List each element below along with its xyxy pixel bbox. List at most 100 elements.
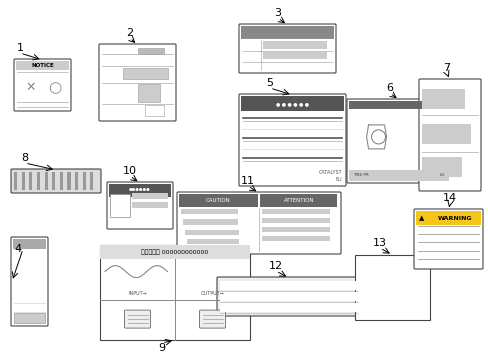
Bar <box>421 89 464 109</box>
Bar <box>63 172 66 190</box>
FancyBboxPatch shape <box>239 24 335 73</box>
Bar <box>82 172 85 190</box>
Bar <box>86 172 89 190</box>
Bar <box>262 208 329 214</box>
Bar <box>262 52 327 59</box>
FancyBboxPatch shape <box>177 192 340 254</box>
Bar <box>79 172 82 190</box>
Bar <box>41 172 44 190</box>
Text: 4: 4 <box>15 244 21 254</box>
Bar <box>16 61 69 70</box>
Bar <box>186 239 239 244</box>
Text: LG: LG <box>439 173 444 177</box>
Bar <box>13 239 46 249</box>
Bar <box>348 170 448 181</box>
FancyBboxPatch shape <box>239 94 346 186</box>
Bar <box>220 292 357 301</box>
Bar <box>122 68 167 79</box>
Bar <box>241 26 333 39</box>
Text: ▲: ▲ <box>418 215 424 221</box>
Text: CATALYST: CATALYST <box>318 170 341 175</box>
Bar <box>25 172 28 190</box>
Text: ● ● ● ● ● ●: ● ● ● ● ● ● <box>275 101 308 106</box>
Text: TIRE PR: TIRE PR <box>352 173 368 177</box>
Text: 13: 13 <box>372 238 386 248</box>
Text: 12: 12 <box>268 261 283 271</box>
Text: EU: EU <box>335 177 341 182</box>
FancyBboxPatch shape <box>418 79 480 191</box>
FancyBboxPatch shape <box>14 59 71 111</box>
FancyBboxPatch shape <box>11 237 48 326</box>
Text: OUTPUT→: OUTPUT→ <box>200 291 224 296</box>
Bar <box>181 208 238 214</box>
Bar <box>109 184 171 197</box>
Bar <box>90 172 93 190</box>
Text: 6: 6 <box>386 83 393 93</box>
Bar <box>132 193 167 199</box>
Text: CAUTION: CAUTION <box>206 198 230 203</box>
FancyBboxPatch shape <box>199 310 225 328</box>
Bar <box>48 172 51 190</box>
Text: ブレーキ液 000000000000: ブレーキ液 000000000000 <box>141 249 208 255</box>
Text: ✕: ✕ <box>25 81 36 94</box>
Text: 2: 2 <box>126 28 133 38</box>
Bar <box>183 219 238 225</box>
Text: 14: 14 <box>442 193 456 203</box>
Bar <box>241 96 343 111</box>
Text: NOTICE: NOTICE <box>31 63 54 68</box>
Bar <box>137 48 163 54</box>
Bar <box>100 245 249 259</box>
Bar <box>18 172 21 190</box>
Bar <box>262 235 329 241</box>
Bar <box>75 172 78 190</box>
FancyBboxPatch shape <box>217 277 360 316</box>
FancyBboxPatch shape <box>124 310 150 328</box>
FancyBboxPatch shape <box>346 99 450 183</box>
Bar <box>14 172 17 190</box>
Bar <box>29 172 32 190</box>
Text: WARNING: WARNING <box>437 216 471 221</box>
Bar <box>179 194 258 207</box>
Bar <box>220 303 357 312</box>
Text: ATTENTION: ATTENTION <box>284 198 314 203</box>
Bar <box>415 211 480 225</box>
Text: 10: 10 <box>123 166 137 176</box>
Bar <box>33 172 36 190</box>
FancyBboxPatch shape <box>107 182 173 229</box>
Bar <box>354 255 429 320</box>
Text: INPUT→: INPUT→ <box>128 291 146 296</box>
Bar <box>56 172 59 190</box>
Bar <box>262 217 329 223</box>
Bar <box>220 281 357 290</box>
Text: 7: 7 <box>443 63 449 73</box>
Bar <box>14 312 45 323</box>
Bar <box>67 172 70 190</box>
Bar <box>60 172 63 190</box>
Bar <box>262 226 329 232</box>
Text: 5: 5 <box>266 78 273 88</box>
Text: 9: 9 <box>158 343 165 353</box>
FancyBboxPatch shape <box>413 209 482 269</box>
Bar <box>348 101 448 109</box>
Bar <box>184 230 238 235</box>
FancyBboxPatch shape <box>99 44 176 121</box>
Bar <box>145 105 163 116</box>
Text: ●●●●●●: ●●●●●● <box>129 188 151 192</box>
FancyBboxPatch shape <box>11 169 101 193</box>
Bar <box>421 157 461 177</box>
Bar <box>132 202 167 208</box>
Bar <box>260 194 337 207</box>
Bar <box>52 172 55 190</box>
Text: 8: 8 <box>21 153 28 163</box>
Bar <box>21 172 24 190</box>
Bar <box>110 194 130 217</box>
Text: ○: ○ <box>48 80 61 95</box>
Bar <box>71 172 74 190</box>
Bar <box>262 41 327 49</box>
Text: 1: 1 <box>17 43 23 53</box>
Bar <box>137 84 160 102</box>
Text: 3: 3 <box>274 8 281 18</box>
Bar <box>37 172 40 190</box>
Bar <box>44 172 47 190</box>
Bar <box>421 124 470 144</box>
